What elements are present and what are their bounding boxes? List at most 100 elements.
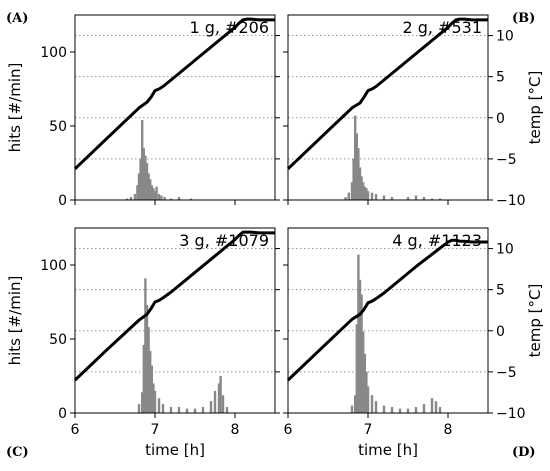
hits-bar — [374, 401, 378, 413]
hits-bar — [157, 194, 161, 200]
hits-bar — [350, 182, 354, 200]
hits-bar — [438, 407, 442, 413]
y2-tick-label: −5 — [496, 152, 517, 168]
panel-label-b: (B) — [512, 11, 535, 26]
hits-bar — [217, 383, 221, 413]
hits-bar — [169, 198, 173, 200]
hits-bar — [201, 407, 205, 413]
hits-bar — [142, 148, 145, 200]
x-tick-label: 7 — [151, 422, 160, 438]
x-axis-label: time [h] — [145, 441, 205, 459]
hits-bar — [213, 390, 217, 413]
y2-tick-label: 0 — [496, 324, 505, 340]
y2-tick-label: 0 — [496, 111, 505, 127]
hits-bar — [144, 155, 147, 200]
hits-bar — [365, 188, 368, 200]
hits-bar — [144, 278, 147, 413]
y-tick-label: 0 — [58, 406, 67, 422]
hits-bar — [414, 195, 418, 200]
hits-bar — [358, 167, 362, 200]
temperature-line — [73, 17, 275, 170]
y2-tick-label: 5 — [496, 283, 505, 299]
hits-bar — [366, 191, 370, 200]
x-axis-label: time [h] — [358, 441, 418, 459]
hits-bar — [422, 197, 426, 200]
y-axis-label: hits [#/min] — [6, 276, 24, 366]
hits-bar — [362, 331, 365, 413]
hits-bar — [150, 185, 153, 200]
hits-bar — [414, 407, 418, 413]
hits-bar — [390, 197, 394, 200]
panel-3: 0 50 100 6 7 8 3 g, #1079 hits [#/min] time [h] — [6, 227, 280, 459]
hits-bar — [145, 304, 149, 413]
hits-bar — [347, 192, 350, 200]
panel-annotation: 3 g, #1079 — [179, 231, 269, 250]
y2-tick-label: −10 — [496, 406, 526, 422]
panel-label-d: (D) — [512, 445, 536, 460]
hits-bar — [145, 163, 149, 200]
panel-label-c: (C) — [6, 445, 29, 460]
hits-bar — [438, 198, 442, 200]
axes-frame — [287, 14, 489, 201]
y2-tick-label: −10 — [496, 193, 526, 209]
y-tick-label: 100 — [40, 258, 67, 274]
hits-bar — [152, 383, 155, 413]
hits-bar — [137, 404, 141, 413]
hits-bar — [357, 148, 360, 200]
hits-bar — [390, 407, 394, 413]
hits-bar — [147, 173, 150, 200]
hits-bar — [363, 353, 366, 413]
hits-bar — [354, 115, 357, 200]
hits-bar — [139, 158, 142, 200]
hits-bar — [365, 371, 368, 413]
hits-bar — [430, 198, 434, 200]
panel-annotation: 4 g, #1123 — [392, 231, 482, 250]
y-tick-label: 50 — [49, 332, 67, 348]
hits-bar — [370, 395, 374, 413]
panel-annotation: 2 g, #531 — [402, 18, 482, 37]
temperature-line — [286, 238, 488, 382]
hits-bar — [157, 398, 161, 413]
panel-1: 0 50 100 1 g, #206 hits [#/min] — [6, 14, 280, 209]
hits-bar — [344, 197, 347, 200]
hits-bar — [360, 294, 363, 413]
hits-bar — [363, 186, 366, 200]
hits-bar — [434, 401, 438, 413]
hits-bar — [177, 407, 181, 413]
y-tick-label: 0 — [58, 193, 67, 209]
hits-bar — [136, 185, 139, 200]
hits-bar — [406, 408, 410, 413]
hits-bar — [150, 365, 153, 413]
x-tick-label: 6 — [71, 422, 80, 438]
hits-bar — [193, 408, 197, 413]
hits-bar — [422, 404, 426, 413]
axes-frame — [74, 14, 276, 201]
hits-bar — [354, 395, 357, 413]
hits-bar — [155, 186, 158, 200]
hits-bar — [382, 405, 386, 413]
hits-bar — [137, 173, 141, 200]
hits-bar — [374, 194, 378, 200]
axes-frame — [287, 227, 489, 414]
hits-bar — [160, 195, 163, 200]
hits-bar — [152, 188, 155, 200]
y2-axis-label: temp [°C] — [526, 71, 544, 145]
hits-bar — [366, 386, 370, 413]
hits-bar — [398, 408, 402, 413]
panel-annotation: 1 g, #206 — [189, 18, 269, 37]
y2-tick-label: 10 — [496, 29, 514, 45]
hits-bar — [142, 344, 145, 413]
hits-bar — [355, 133, 358, 200]
hits-bar — [362, 182, 365, 200]
y-tick-label: 100 — [40, 45, 67, 61]
x-tick-label: 7 — [364, 422, 373, 438]
hits-bar — [370, 192, 374, 200]
panel-2: −10 −5 0 5 10 2 g, #531 temp [°C] — [283, 14, 544, 209]
hits-bar — [185, 408, 189, 413]
hits-bar — [141, 392, 144, 413]
x-tick-label: 6 — [284, 422, 293, 438]
hits-bar — [161, 404, 165, 413]
hits-bar — [360, 176, 363, 200]
hits-bar — [358, 279, 362, 413]
